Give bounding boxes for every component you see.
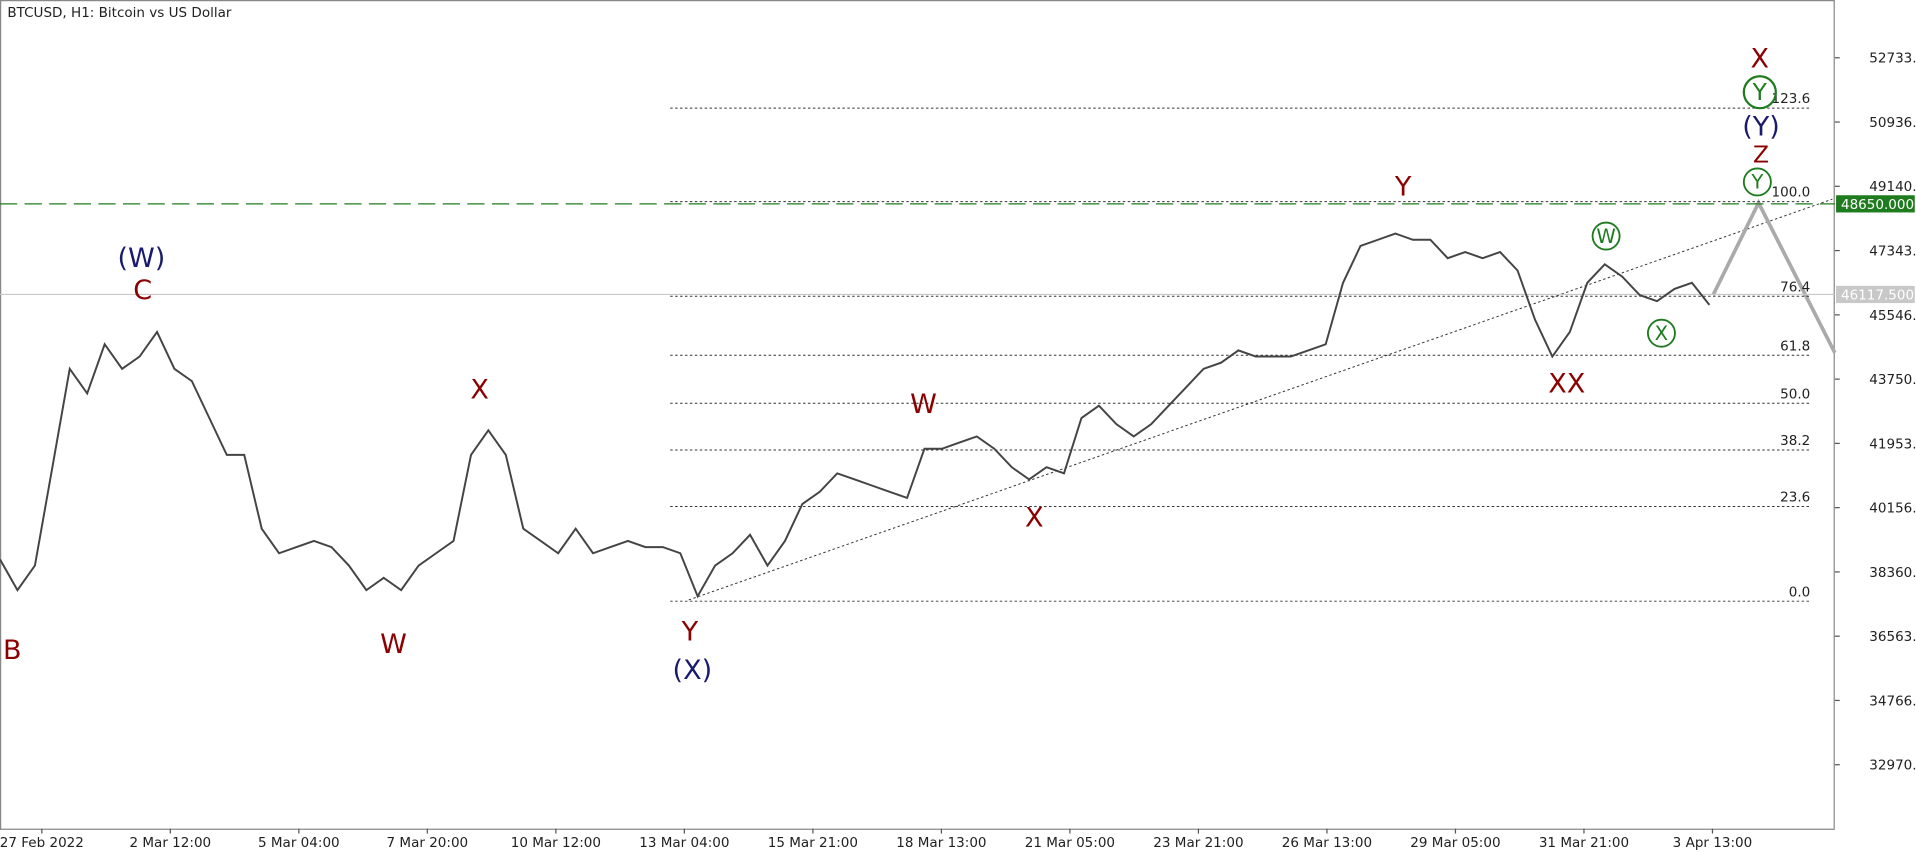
fib-label: 100.0 xyxy=(1772,185,1811,201)
fib-label: 76.4 xyxy=(1780,279,1810,295)
wave-label: W xyxy=(1596,225,1615,248)
y-tick-label: 38360.150 xyxy=(1869,565,1916,581)
wave-circle xyxy=(1742,167,1772,197)
wave-label: Y xyxy=(1752,78,1768,106)
y-tick-label: 43750.205 xyxy=(1869,372,1916,388)
x-tick-label: 2 Mar 12:00 xyxy=(129,835,211,851)
x-tick-label: 15 Mar 21:00 xyxy=(768,835,858,851)
x-tick-label: 26 Mar 13:00 xyxy=(1282,835,1372,851)
wave-circle xyxy=(1591,221,1621,251)
fib-label: 61.8 xyxy=(1780,338,1810,354)
wave-label: Y xyxy=(1750,171,1764,194)
wave-label: (X) xyxy=(673,655,713,686)
wave-label: Y xyxy=(681,617,699,648)
trend-line xyxy=(688,198,1833,601)
x-tick-label: 13 Mar 04:00 xyxy=(639,835,729,851)
fib-label: 50.0 xyxy=(1780,386,1810,402)
wave-labels: B C (W) W X Y (X) W X Y XX W X X Y (Y) Z… xyxy=(3,44,1780,686)
y-tick-label: 40156.835 xyxy=(1869,501,1916,517)
wave-label: (Y) xyxy=(1742,111,1780,142)
y-tick-label: 34766.780 xyxy=(1869,693,1916,709)
wave-label: Z xyxy=(1753,141,1769,169)
y-tick-label: 41953.520 xyxy=(1869,436,1916,452)
y-tick-label: 32970.095 xyxy=(1869,758,1916,774)
wave-label: XX xyxy=(1548,368,1585,399)
x-tick-label: 3 Apr 13:00 xyxy=(1673,835,1753,851)
fib-label: 0.0 xyxy=(1789,584,1811,600)
x-tick-label: 21 Mar 05:00 xyxy=(1025,835,1115,851)
price-tag xyxy=(1836,195,1915,213)
x-tick-label: 29 Mar 05:00 xyxy=(1410,835,1500,851)
fib-label: 23.6 xyxy=(1780,490,1810,506)
wave-label: W xyxy=(380,629,407,660)
price-tag xyxy=(1836,285,1915,304)
wave-label: (W) xyxy=(117,243,165,274)
x-tick-label: 5 Mar 04:00 xyxy=(258,835,340,851)
wave-label: X xyxy=(470,374,489,405)
wave-label: B xyxy=(3,635,22,666)
wave-circle xyxy=(1646,318,1676,348)
wave-label: X xyxy=(1751,44,1770,75)
x-tick-label: 27 Feb 2022 xyxy=(0,835,84,851)
y-tick-label: 50936.945 xyxy=(1869,115,1916,131)
x-tick-label: 10 Mar 12:00 xyxy=(511,835,601,851)
x-tick-label: 31 Mar 21:00 xyxy=(1539,835,1629,851)
fib-label: 123.6 xyxy=(1772,91,1811,107)
price-tag-label: 48650.000 xyxy=(1841,197,1914,213)
y-tick-label: 36563.465 xyxy=(1869,629,1916,645)
price-series xyxy=(0,232,1711,599)
plot-frame xyxy=(0,0,1835,830)
y-tick-label: 47343.575 xyxy=(1869,244,1916,260)
fib-label: 38.2 xyxy=(1780,433,1810,449)
wave-label: X xyxy=(1025,502,1044,533)
x-tick-label: 18 Mar 13:00 xyxy=(896,835,986,851)
y-tick-label: 49140.260 xyxy=(1869,179,1916,195)
wave-label: Y xyxy=(1394,172,1412,203)
price-tag-label: 46117.500 xyxy=(1841,287,1914,303)
wave-label: W xyxy=(910,389,937,420)
y-tick-label: 45546.890 xyxy=(1869,308,1916,324)
wave-label: C xyxy=(133,275,152,306)
wave-label: X xyxy=(1655,322,1668,345)
y-tick-label: 52733.630 xyxy=(1869,51,1916,67)
wave-circle xyxy=(1742,75,1777,110)
x-tick-label: 23 Mar 21:00 xyxy=(1153,835,1243,851)
x-tick-label: 7 Mar 20:00 xyxy=(387,835,469,851)
chart-title: BTCUSD, H1: Bitcoin vs US Dollar xyxy=(7,5,232,21)
projection xyxy=(1711,198,1837,354)
